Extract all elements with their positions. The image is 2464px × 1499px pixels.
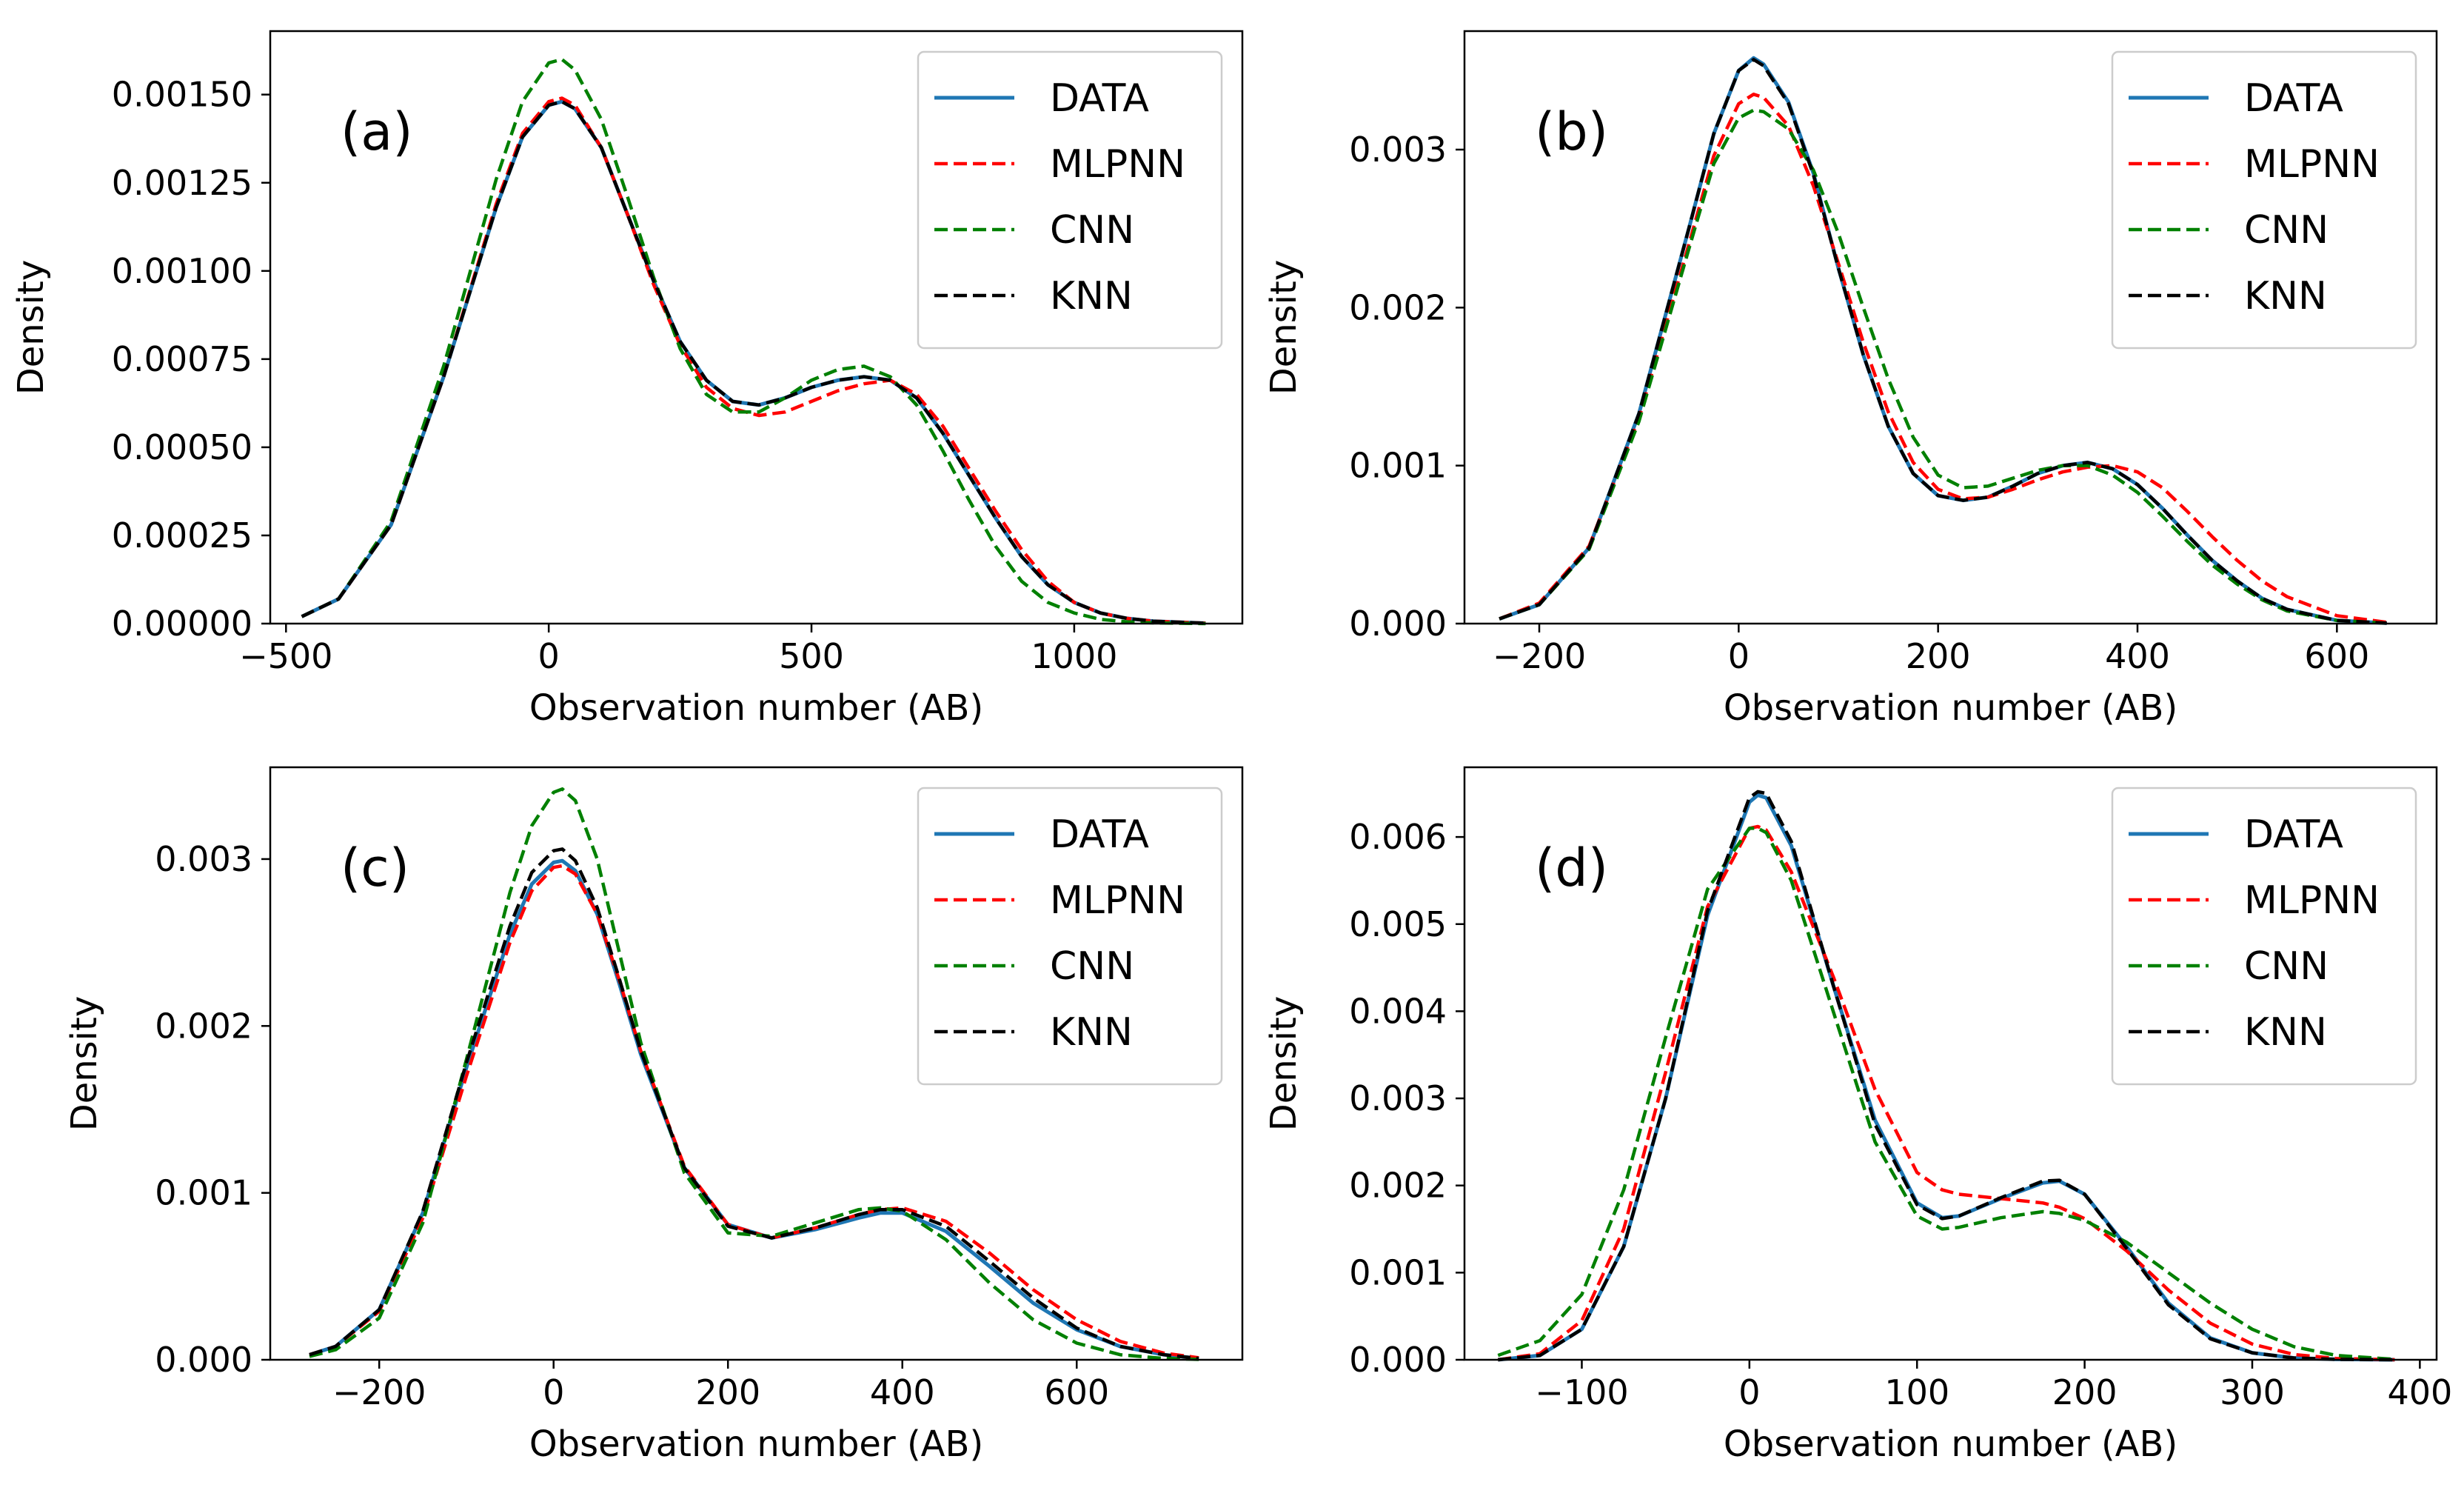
legend-entry-cnn: CNN: [1050, 944, 1134, 989]
y-tick-label: 0.006: [1349, 817, 1447, 857]
x-tick-label: 500: [779, 636, 844, 676]
panel-c: −200 0 200 400 600 0.000 0.001 0.002 0.003 Observ…: [64, 766, 1244, 1465]
series-line-cnn: [309, 787, 1199, 1361]
y-tick-label: 0.004: [1349, 991, 1447, 1031]
legend-entry-mlpnn: MLPNN: [2244, 878, 2380, 923]
legend-entry-cnn: CNN: [1050, 208, 1134, 253]
legend: DATA MLPNN CNN KNN: [917, 787, 1223, 1086]
legend-entry-mlpnn: MLPNN: [1050, 142, 1185, 187]
x-tick-label: 300: [2220, 1372, 2285, 1412]
panel-label: (d): [1535, 838, 1608, 898]
y-tick-label: 0.00100: [112, 251, 252, 291]
legend-entry-cnn: CNN: [2244, 944, 2329, 989]
series-line-knn: [301, 99, 1206, 625]
legend-entry-mlpnn: MLPNN: [1050, 878, 1185, 923]
y-tick-label: 0.001: [1349, 1252, 1447, 1292]
y-tick-label: 0.00025: [112, 515, 252, 555]
axes-frame: [1463, 766, 2438, 1361]
legend-box: [917, 50, 1223, 350]
y-tick-label: 0.002: [1349, 287, 1447, 327]
x-tick-label: −200: [1493, 636, 1586, 676]
series-line-cnn: [301, 57, 1206, 626]
legend-box: [917, 787, 1223, 1086]
axes-frame: [269, 766, 1244, 1361]
series-line-mlpnn: [309, 864, 1199, 1360]
y-tick-label: 0.001: [1349, 446, 1447, 486]
x-tick-label: 200: [1906, 636, 1971, 676]
series-line-mlpnn: [1499, 93, 2387, 624]
legend-entry-data: DATA: [2244, 76, 2343, 121]
x-tick-label: −500: [239, 636, 332, 676]
y-axis-label: Density: [1263, 260, 1305, 395]
panel-label: (c): [341, 838, 409, 898]
series-line-cnn: [1497, 827, 2395, 1361]
x-tick-label: 1000: [1031, 636, 1117, 676]
series-line-knn: [1499, 58, 2387, 625]
x-tick-label: 0: [1738, 1372, 1760, 1412]
legend-entry-knn: KNN: [1050, 274, 1133, 318]
y-tick-label: 0.00075: [112, 339, 252, 379]
legend-entry-cnn: CNN: [2244, 208, 2329, 253]
legend-entry-knn: KNN: [2244, 1010, 2327, 1055]
x-tick-label: 0: [538, 636, 560, 676]
series-line-mlpnn: [301, 96, 1206, 625]
legend-box: [2111, 50, 2417, 350]
y-tick-label: 0.00050: [112, 427, 252, 467]
legend-entry-mlpnn: MLPNN: [2244, 142, 2380, 187]
x-axis-label: Observation number (AB): [1724, 1423, 2177, 1465]
axes-frame: [269, 30, 1244, 625]
axes-frame: [1463, 30, 2438, 625]
series-line-knn: [1498, 789, 2395, 1362]
panel-label: (b): [1535, 101, 1608, 162]
y-tick-label: 0.000: [1349, 604, 1447, 644]
y-tick-label: 0.002: [155, 1006, 252, 1046]
x-axis-label: Observation number (AB): [529, 687, 983, 729]
y-tick-label: 0.000: [1349, 1340, 1447, 1380]
x-axis-label: Observation number (AB): [529, 1423, 983, 1465]
legend: DATA MLPNN CNN KNN: [917, 50, 1223, 350]
y-tick-label: 0.00000: [112, 604, 252, 644]
x-axis-label: Observation number (AB): [1724, 687, 2177, 729]
series-line-cnn: [1499, 108, 2387, 625]
legend-box: [2111, 787, 2417, 1086]
y-tick-label: 0.002: [1349, 1166, 1447, 1206]
x-tick-label: 100: [1884, 1372, 1949, 1412]
x-tick-label: −100: [1535, 1372, 1628, 1412]
x-tick-label: 0: [1728, 636, 1750, 676]
legend-entry-knn: KNN: [1050, 1010, 1133, 1055]
y-tick-label: 0.003: [155, 839, 252, 879]
legend: DATA MLPNN CNN KNN: [2111, 787, 2417, 1086]
legend: DATA MLPNN CNN KNN: [2111, 50, 2417, 350]
panel-a: −500 0 500 1000 0.00000 0.00025 0.00050 0.00075…: [10, 30, 1244, 729]
legend-entry-data: DATA: [1050, 76, 1149, 121]
y-tick-label: 0.003: [1349, 130, 1447, 170]
x-tick-label: 600: [1044, 1372, 1109, 1412]
legend-entry-data: DATA: [1050, 812, 1149, 857]
y-tick-label: 0.003: [1349, 1078, 1447, 1118]
y-tick-label: 0.00150: [112, 75, 252, 115]
x-tick-label: 0: [543, 1372, 564, 1412]
y-tick-label: 0.000: [155, 1340, 252, 1380]
y-tick-label: 0.00125: [112, 163, 252, 203]
x-tick-label: 200: [2052, 1372, 2118, 1412]
panel-label: (a): [341, 101, 413, 162]
y-tick-label: 0.001: [155, 1173, 252, 1213]
y-tick-label: 0.005: [1349, 904, 1447, 944]
panel-d: −100 0 100 200 300 400 0.000 0.001 0.002 0.003 0.0…: [1263, 766, 2452, 1465]
series-line-mlpnn: [1497, 824, 2395, 1362]
panel-b: −200 0 200 400 600 0.000 0.001 0.002 0.003 Observ…: [1263, 30, 2438, 729]
x-tick-label: −200: [332, 1372, 426, 1412]
y-axis-label: Density: [1263, 996, 1305, 1131]
x-tick-label: 200: [695, 1372, 760, 1412]
legend-entry-knn: KNN: [2244, 274, 2327, 318]
y-axis-label: Density: [10, 260, 52, 395]
x-tick-label: 400: [2105, 636, 2170, 676]
legend-entry-data: DATA: [2244, 812, 2343, 857]
series-line-knn: [309, 847, 1199, 1361]
y-axis-label: Density: [64, 996, 105, 1131]
x-tick-label: 600: [2304, 636, 2369, 676]
x-tick-label: 400: [870, 1372, 935, 1412]
x-tick-label: 400: [2387, 1372, 2452, 1412]
